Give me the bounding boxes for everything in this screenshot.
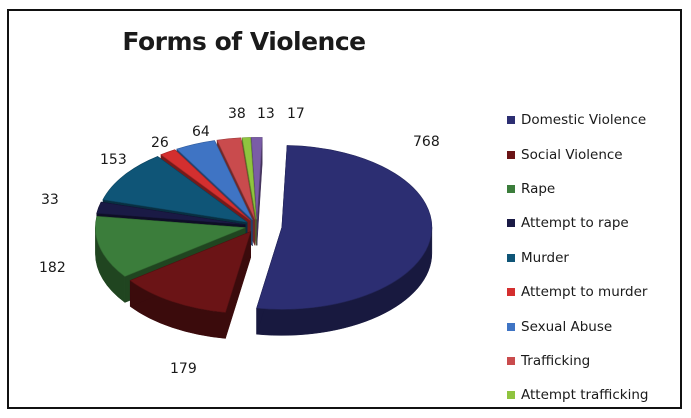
legend-item-sexual-abuse: Sexual Abuse (507, 309, 683, 343)
legend-swatch (507, 184, 515, 193)
data-label-social-violence: 179 (170, 361, 197, 377)
data-label-attempt-to-murder: 26 (151, 135, 169, 151)
legend-label: Trafficking (521, 352, 591, 369)
pie-slice-social-violence (129, 231, 252, 339)
legend-item-rape: Rape (507, 172, 683, 206)
legend-swatch (507, 391, 515, 400)
legend-swatch (507, 253, 515, 262)
legend-label: Social Violence (521, 146, 623, 163)
data-label-trafficking: 38 (228, 106, 246, 122)
chart-frame: Forms of Violence 768 179 182 33 153 26 64 38 13… (7, 9, 682, 409)
legend-label: Murder (521, 249, 569, 266)
legend-item-attempt-trafficking: Attempt trafficking (507, 378, 683, 412)
legend-swatch (507, 322, 515, 331)
data-label-slice-10: 17 (287, 106, 305, 122)
legend-label: Attempt to murder (521, 284, 648, 301)
data-label-sexual-abuse: 64 (192, 124, 210, 140)
legend-swatch (507, 150, 515, 159)
legend-label: Sexual Abuse (521, 318, 613, 335)
chart-title: Forms of Violence (122, 27, 366, 56)
legend-item-social-violence: Social Violence (507, 137, 683, 171)
legend-label: Attempt trafficking (521, 387, 649, 404)
legend-item-domestic-violence: Domestic Violence (507, 103, 683, 137)
legend-item-trafficking: Trafficking (507, 344, 683, 378)
data-label-attempt-trafficking: 13 (257, 106, 275, 122)
data-label-attempt-to-rape: 33 (41, 192, 59, 208)
legend-swatch (507, 219, 515, 228)
legend-label: Rape (521, 180, 556, 197)
legend-item-attempt-to-rape: Attempt to rape (507, 206, 683, 240)
legend-swatch (507, 116, 515, 125)
data-label-rape: 182 (39, 260, 66, 276)
legend-item-attempt-to-murder: Attempt to murder (507, 275, 683, 309)
legend-label: Domestic Violence (521, 112, 647, 129)
legend: Domestic Violence Social Violence Rape Atte… (507, 103, 683, 413)
data-label-domestic-violence: 768 (413, 134, 440, 150)
pie-slice-domestic-violence (256, 145, 433, 336)
legend-item-murder: Murder (507, 241, 683, 275)
legend-label: Attempt to rape (521, 215, 629, 232)
pie-chart: 768 179 182 33 153 26 64 38 13 17 (39, 106, 440, 377)
legend-swatch (507, 288, 515, 297)
data-label-murder: 153 (100, 152, 127, 168)
legend-swatch (507, 356, 515, 365)
